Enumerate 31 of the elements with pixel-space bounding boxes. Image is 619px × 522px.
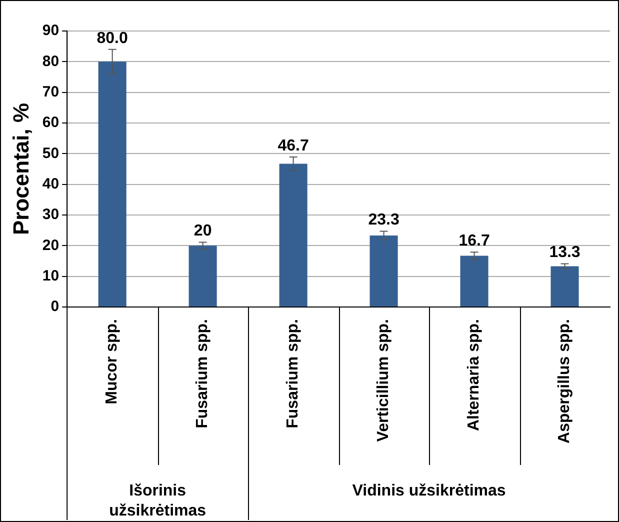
- y-tick-label: 40: [42, 175, 60, 192]
- y-axis-title: Procentai, %: [8, 102, 34, 236]
- data-label: 20: [194, 222, 212, 240]
- y-tick-label: 10: [42, 267, 60, 284]
- bar: [370, 236, 398, 306]
- y-tick-label: 20: [42, 236, 60, 254]
- x-tick-label: Alternaria spp.: [466, 319, 483, 432]
- y-tick-label: 70: [42, 83, 60, 100]
- data-label: 16.7: [458, 232, 490, 250]
- y-tick-label: 80: [42, 52, 60, 70]
- data-label: 13.3: [549, 244, 580, 262]
- bar: [460, 256, 488, 306]
- y-tick-label: 30: [42, 206, 60, 224]
- x-tick-label: Verticillium spp.: [375, 319, 392, 442]
- y-tick-label: 50: [42, 144, 60, 162]
- x-tick-label: Fusarium spp.: [284, 319, 302, 428]
- data-label: 23.3: [368, 212, 400, 229]
- x-tick-label: Aspergillus spp.: [556, 319, 574, 444]
- data-label: 80.0: [96, 30, 128, 47]
- text: Vidinis užsikrėtimas: [352, 482, 506, 500]
- data-label: 46.7: [278, 137, 309, 154]
- x-tick-label: Fusarium spp.: [194, 319, 212, 428]
- bar: [188, 246, 217, 306]
- bar: [98, 62, 126, 306]
- y-tick-label: 0: [50, 298, 60, 316]
- x-tick-label: Mucor spp.: [104, 319, 121, 404]
- y-tick-label: 90: [42, 22, 60, 40]
- bar: [550, 266, 579, 306]
- y-tick-label: 60: [42, 114, 60, 132]
- text: Išorinis užsikrėtimas: [109, 482, 206, 520]
- bar: [279, 164, 308, 306]
